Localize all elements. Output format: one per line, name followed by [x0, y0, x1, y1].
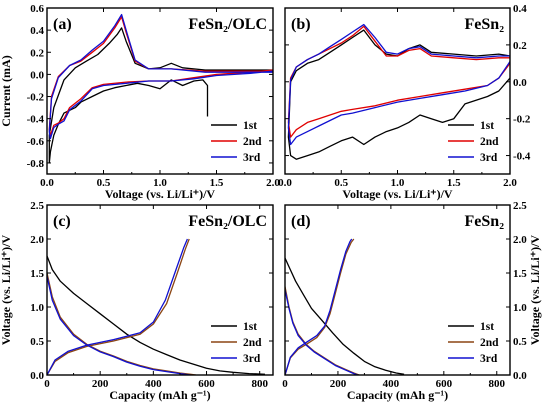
- series-3rd-line: [287, 23, 510, 146]
- x-tick-label: 800: [251, 378, 268, 390]
- panel-b: 0.0 0.5 1.0 1.5 2.0 -0.4 -0.2 0.0 0.2 0.4 Voltage …: [278, 3, 531, 201]
- y-tick-label: -0.6: [27, 136, 45, 148]
- series-3rd-charge-line: [47, 238, 188, 375]
- legend-entry: 2nd: [243, 136, 262, 148]
- panel-title: FeSn₂: [465, 213, 505, 230]
- x-tick-label: 2.0: [503, 177, 517, 189]
- y-axis-label: Current (mA): [0, 55, 13, 126]
- panel-a: 0.0 0.5 1.0 1.5 2.0 -0.8 -0.6 -0.4 -0.2 0.0 0.2 0.4…: [0, 3, 280, 201]
- y-tick-label: 2.5: [513, 200, 527, 212]
- legend-entry: 2nd: [243, 337, 262, 349]
- y-tick-label: -0.4: [27, 114, 45, 126]
- panel-c: 0 200 400 600 800 0.0 0.5 1.0 1.5 2.0 2.5 Capacity …: [0, 200, 274, 402]
- x-tick-label: 1.5: [447, 177, 461, 189]
- x-tick-label: 1.0: [391, 177, 405, 189]
- x-tick-label: 200: [330, 378, 347, 390]
- x-tick-label: 0.0: [278, 177, 292, 189]
- legend-entry: 3rd: [243, 152, 261, 164]
- series-3rd-charge-line: [285, 238, 353, 375]
- panel-title: FeSn₂/OLC: [188, 16, 267, 33]
- legend-entry: 3rd: [243, 353, 261, 365]
- series-3rd-line: [48, 13, 273, 140]
- x-tick-label: 0.5: [334, 177, 348, 189]
- series-2nd-charge-line: [47, 238, 190, 375]
- legend-entry: 1st: [243, 321, 257, 333]
- x-tick-label: 2.0: [266, 177, 280, 189]
- panel-label: (b): [291, 16, 311, 33]
- legend-entry: 3rd: [480, 353, 498, 365]
- y-tick-label: -0.4: [513, 151, 531, 163]
- y-tick-label: 1.5: [30, 268, 44, 280]
- y-tick-label: 0.0: [30, 370, 44, 382]
- y-tick-label: -0.2: [513, 114, 531, 126]
- x-axis-label: Capacity (mAh g⁻¹): [347, 388, 448, 402]
- x-tick-label: 600: [198, 378, 215, 390]
- series-2nd-line: [48, 16, 273, 136]
- y-tick-label: 0.0: [30, 69, 44, 81]
- series-3rd-line: [285, 289, 359, 375]
- x-tick-label: 0.0: [40, 177, 54, 189]
- y-tick-label: 0.4: [30, 25, 44, 37]
- x-tick-label: 0.5: [97, 177, 111, 189]
- y-tick-label: 2.0: [513, 234, 527, 246]
- panel-label: (d): [291, 213, 311, 230]
- y-tick-label: 2.0: [30, 234, 44, 246]
- series-1st-line: [287, 29, 510, 160]
- series-2nd-charge-line: [285, 238, 355, 375]
- y-tick-label: 0.4: [513, 3, 527, 15]
- x-axis-label: Voltage (vs. Li/Li⁺)/V: [105, 187, 216, 201]
- x-tick-label: 400: [383, 378, 400, 390]
- y-tick-label: 0.6: [30, 3, 44, 15]
- plot-frame: [284, 204, 511, 376]
- y-tick-label: -0.2: [27, 92, 45, 104]
- y-tick-label: 1.0: [30, 302, 44, 314]
- series-3rd-line: [47, 276, 191, 375]
- y-tick-label: 0.2: [30, 47, 44, 59]
- panel-label: (c): [53, 213, 71, 230]
- series-1st-line: [48, 27, 273, 164]
- x-tick-label: 1.0: [153, 177, 167, 189]
- y-tick-label: 0.0: [513, 370, 527, 382]
- x-axis-label: Capacity (mAh g⁻¹): [109, 388, 210, 402]
- y-tick-label: 0.5: [30, 336, 44, 348]
- series-1st-line: [285, 257, 405, 375]
- x-axis-label: Voltage (vs. Li/Li⁺)/V: [342, 187, 453, 201]
- y-axis-label: Voltage (vs. Li/Li⁺)/V: [528, 235, 542, 346]
- panel-title: FeSn₂/OLC: [188, 213, 267, 230]
- x-tick-label: 0: [282, 378, 288, 390]
- legend-entry: 2nd: [480, 136, 499, 148]
- panel-d: 0 200 400 600 800 0.0 0.5 1.0 1.5 2.0 2.5 Capacity …: [282, 200, 542, 402]
- y-axis-label: Voltage (vs. Li/Li⁺)/V: [0, 235, 13, 346]
- legend-entry: 1st: [480, 120, 494, 132]
- x-tick-label: 0: [44, 378, 50, 390]
- series-1st-line: [47, 255, 266, 375]
- legend-entry: 2nd: [480, 337, 499, 349]
- x-tick-label: 600: [436, 378, 453, 390]
- plot-frame: [46, 204, 274, 376]
- x-tick-label: 400: [145, 378, 162, 390]
- y-tick-label: 0.5: [513, 336, 527, 348]
- y-tick-label: 1.5: [513, 268, 527, 280]
- y-tick-label: -0.8: [27, 158, 45, 170]
- y-tick-label: 1.0: [513, 302, 527, 314]
- x-tick-label: 800: [489, 378, 506, 390]
- legend-entry: 1st: [480, 321, 494, 333]
- panel-label: (a): [53, 16, 72, 33]
- legend-entry: 1st: [243, 120, 257, 132]
- legend-entry: 3rd: [480, 152, 498, 164]
- y-tick-label: 2.5: [30, 200, 44, 212]
- x-tick-label: 200: [92, 378, 109, 390]
- x-tick-label: 1.5: [210, 177, 224, 189]
- series-2nd-line: [287, 25, 510, 138]
- y-tick-label: 0.0: [513, 77, 527, 89]
- y-tick-label: 0.2: [513, 40, 527, 52]
- panel-title: FeSn₂: [465, 16, 505, 33]
